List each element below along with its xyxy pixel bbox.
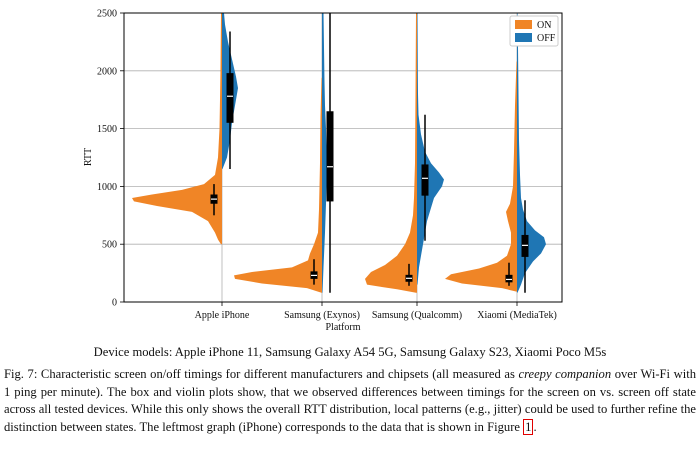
y-tick-label: 1500 — [97, 124, 117, 135]
violin-chart: 0 500 1000 1500 2000 2500 Apple iPhone Samsung … — [83, 9, 563, 333]
y-tick-label: 2000 — [97, 66, 117, 77]
violin-on-2 — [234, 77, 322, 293]
x-axis-label: Platform — [326, 322, 361, 333]
x-tick-label: Apple iPhone — [195, 310, 250, 321]
x-tick-label: Samsung (Exynos) — [284, 310, 360, 321]
y-tick-label: 0 — [112, 298, 117, 309]
legend-swatch-off — [515, 33, 532, 42]
plot-frame — [123, 12, 563, 303]
caption-text-3: . — [533, 419, 537, 434]
box-on-4 — [505, 274, 513, 283]
x-tick-label: Xiaomi (MediaTek) — [477, 310, 557, 321]
figure-caption: Fig. 7: Characteristic screen on/off tim… — [4, 366, 696, 436]
violin-off-2 — [322, 13, 327, 293]
y-tick-label: 1000 — [97, 182, 117, 193]
caption-text-1: Fig. 7: Characteristic screen on/off tim… — [4, 367, 519, 381]
violin-off-3 — [417, 13, 444, 285]
box-off-1 — [226, 73, 234, 123]
caption-emphasis: creepy companion — [518, 367, 612, 381]
device-models-line: Device models: Apple iPhone 11, Samsung … — [93, 345, 607, 359]
box-off-2 — [326, 111, 334, 202]
caption-text-2: over Wi-Fi with 1 ping per minute). The … — [4, 367, 696, 434]
legend-swatch-on — [515, 20, 532, 29]
legend: ON OFF — [509, 15, 559, 47]
box-plots — [210, 13, 529, 293]
violin-on-4 — [445, 61, 517, 292]
y-tick-label: 2500 — [97, 9, 117, 20]
legend-label-on: ON — [537, 20, 551, 31]
axes: 0 500 1000 1500 2000 2500 Apple iPhone Samsung … — [97, 9, 557, 322]
y-tick-label: 500 — [102, 240, 117, 251]
figure-1-link[interactable]: 1 — [523, 418, 534, 435]
violin-off-4 — [517, 13, 546, 293]
x-tick-label: Samsung (Qualcomm) — [372, 310, 462, 321]
y-axis-label: RTT — [83, 148, 94, 166]
violin-on-3 — [365, 13, 417, 293]
box-off-3 — [421, 164, 429, 196]
violins — [132, 13, 546, 293]
violin-on-1 — [132, 13, 222, 245]
grid-lines — [124, 12, 562, 303]
legend-label-off: OFF — [537, 33, 556, 44]
